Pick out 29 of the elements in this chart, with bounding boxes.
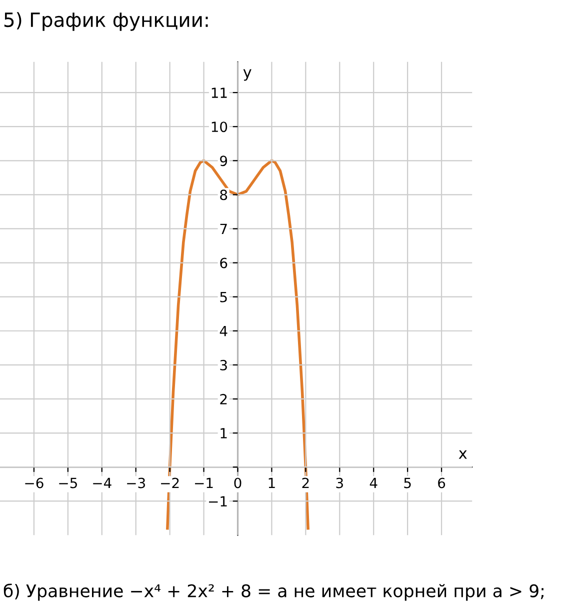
y-tick-label: 8 <box>220 190 228 200</box>
x-axis-title: x <box>458 450 467 459</box>
x-tick-label: 3 <box>336 478 343 488</box>
x-tick-label: 1 <box>268 478 275 488</box>
chart-title: 5) График функции: <box>4 12 208 31</box>
x-tick-label: 2 <box>302 478 309 488</box>
x-tick-label: −2 <box>161 478 179 488</box>
y-tick-label: 1 <box>220 428 227 438</box>
y-tick-label: 10 <box>212 122 228 132</box>
x-tick-label: −6 <box>25 478 44 488</box>
y-tick-label: 4 <box>220 326 228 336</box>
y-tick-label: 2 <box>220 394 227 404</box>
x-tick-label: −1 <box>195 478 213 488</box>
y-tick-label: 7 <box>220 224 227 234</box>
x-tick-label: −5 <box>59 478 77 488</box>
text: б) Уравнение −x⁴ + 2x² + 8 = a не имеет корней при a > 9; <box>4 584 544 601</box>
y-tick-label: −1 <box>209 496 227 506</box>
y-tick-label: 9 <box>220 156 228 166</box>
x-tick-label: −3 <box>127 478 145 488</box>
y-axis-title: y <box>243 69 252 81</box>
x-tick-label: 4 <box>370 478 378 488</box>
x-tick-label: 6 <box>438 478 446 488</box>
y-tick-label: 11 <box>212 88 227 98</box>
x-tick-label: −4 <box>93 478 112 488</box>
x-tick-label: 5 <box>404 478 411 488</box>
y-tick-label: 5 <box>220 292 227 302</box>
x-tick-label: 0 <box>234 478 242 488</box>
y-tick-label: 3 <box>220 360 227 370</box>
y-tick-label: 6 <box>220 258 228 268</box>
